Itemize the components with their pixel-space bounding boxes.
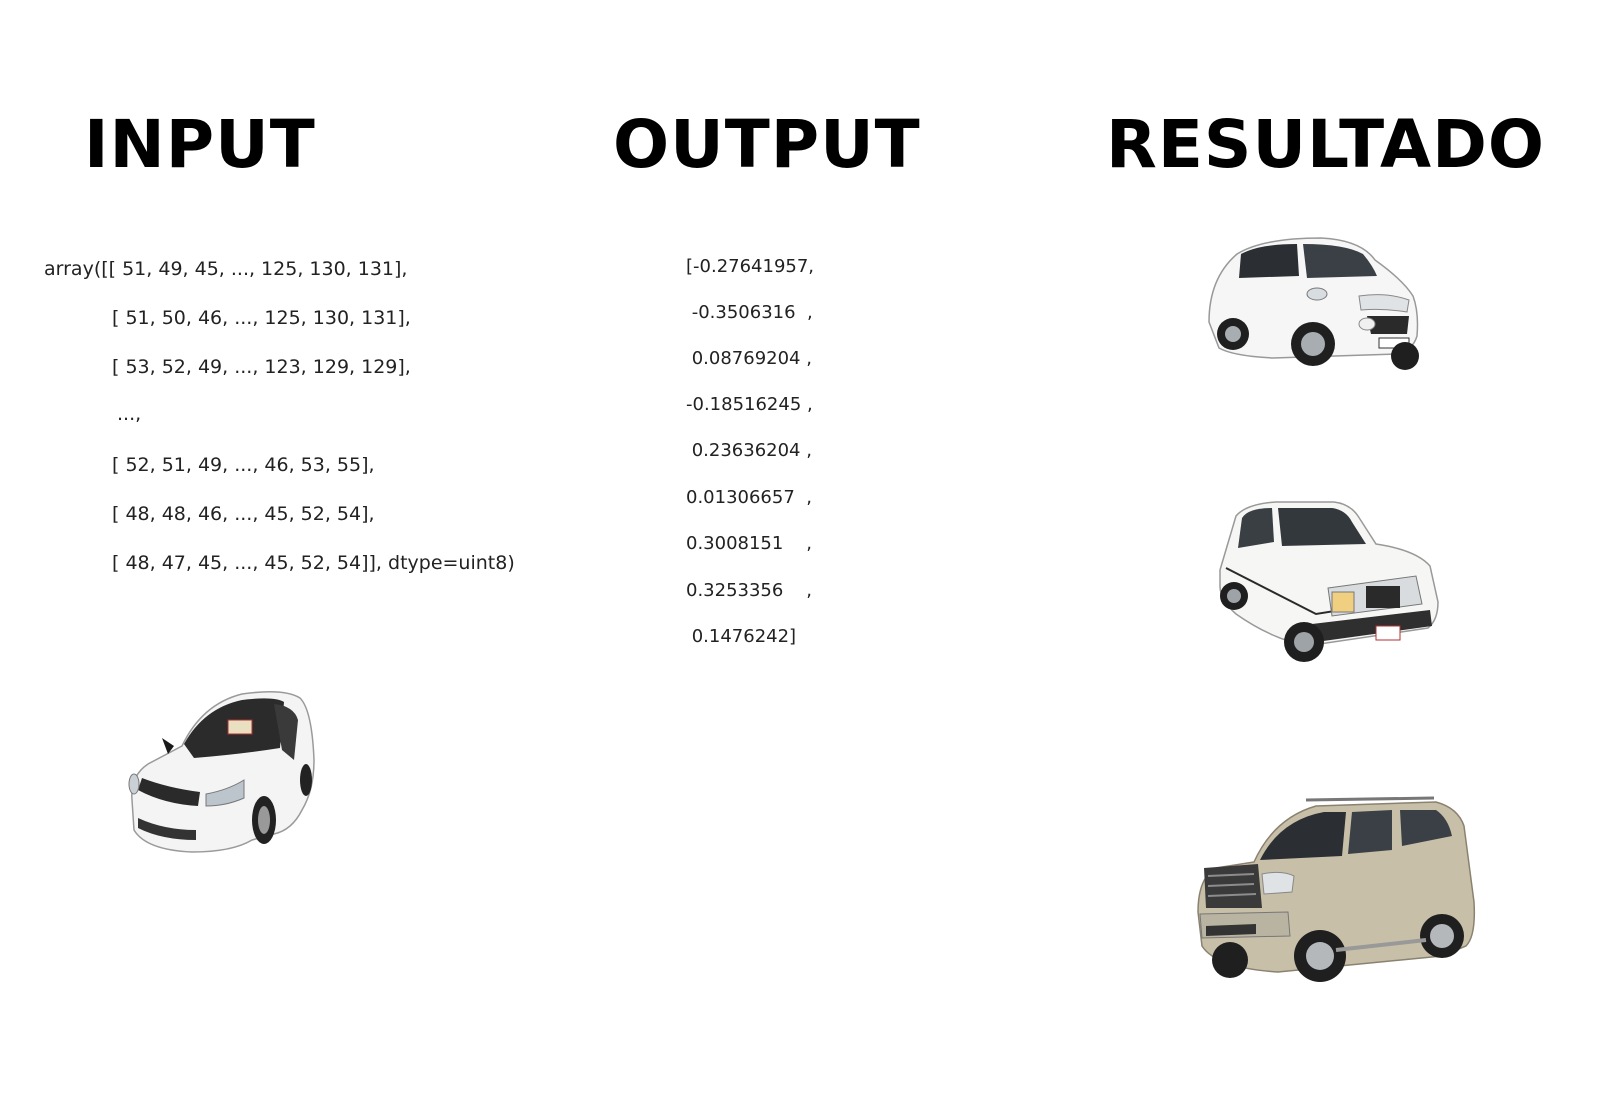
output-line: 0.01306657 , [686, 487, 812, 508]
output-line: 0.3008151 , [686, 533, 812, 554]
result-car-1-image [1208, 237, 1419, 370]
output-line: -0.3506316 , [686, 302, 813, 323]
array-line: [ 48, 47, 45, ..., 45, 52, 54]], dtype=u… [112, 552, 515, 574]
output-line: 0.08769204 , [686, 348, 812, 369]
array-line: [ 51, 50, 46, ..., 125, 130, 131], [112, 307, 411, 329]
array-line: [ 48, 48, 46, ..., 45, 52, 54], [112, 503, 375, 525]
result-car-3-image [1197, 796, 1476, 982]
array-line: [ 53, 52, 49, ..., 123, 129, 129], [112, 356, 411, 378]
output-line: 0.23636204 , [686, 440, 812, 461]
input-title: INPUT [84, 106, 316, 183]
output-line: -0.18516245 , [686, 394, 813, 415]
output-title: OUTPUT [613, 106, 921, 183]
output-line: 0.3253356 , [686, 580, 812, 601]
result-title: RESULTADO [1106, 106, 1546, 183]
input-car-image [128, 691, 315, 853]
output-line: [-0.27641957, [686, 256, 815, 277]
array-line: [ 52, 51, 49, ..., 46, 53, 55], [112, 454, 375, 476]
result-car-2-image [1219, 501, 1439, 662]
array-line: ..., [117, 403, 142, 425]
output-line: 0.1476242] [686, 626, 797, 647]
array-line: array([[ 51, 49, 45, ..., 125, 130, 131]… [44, 258, 408, 280]
